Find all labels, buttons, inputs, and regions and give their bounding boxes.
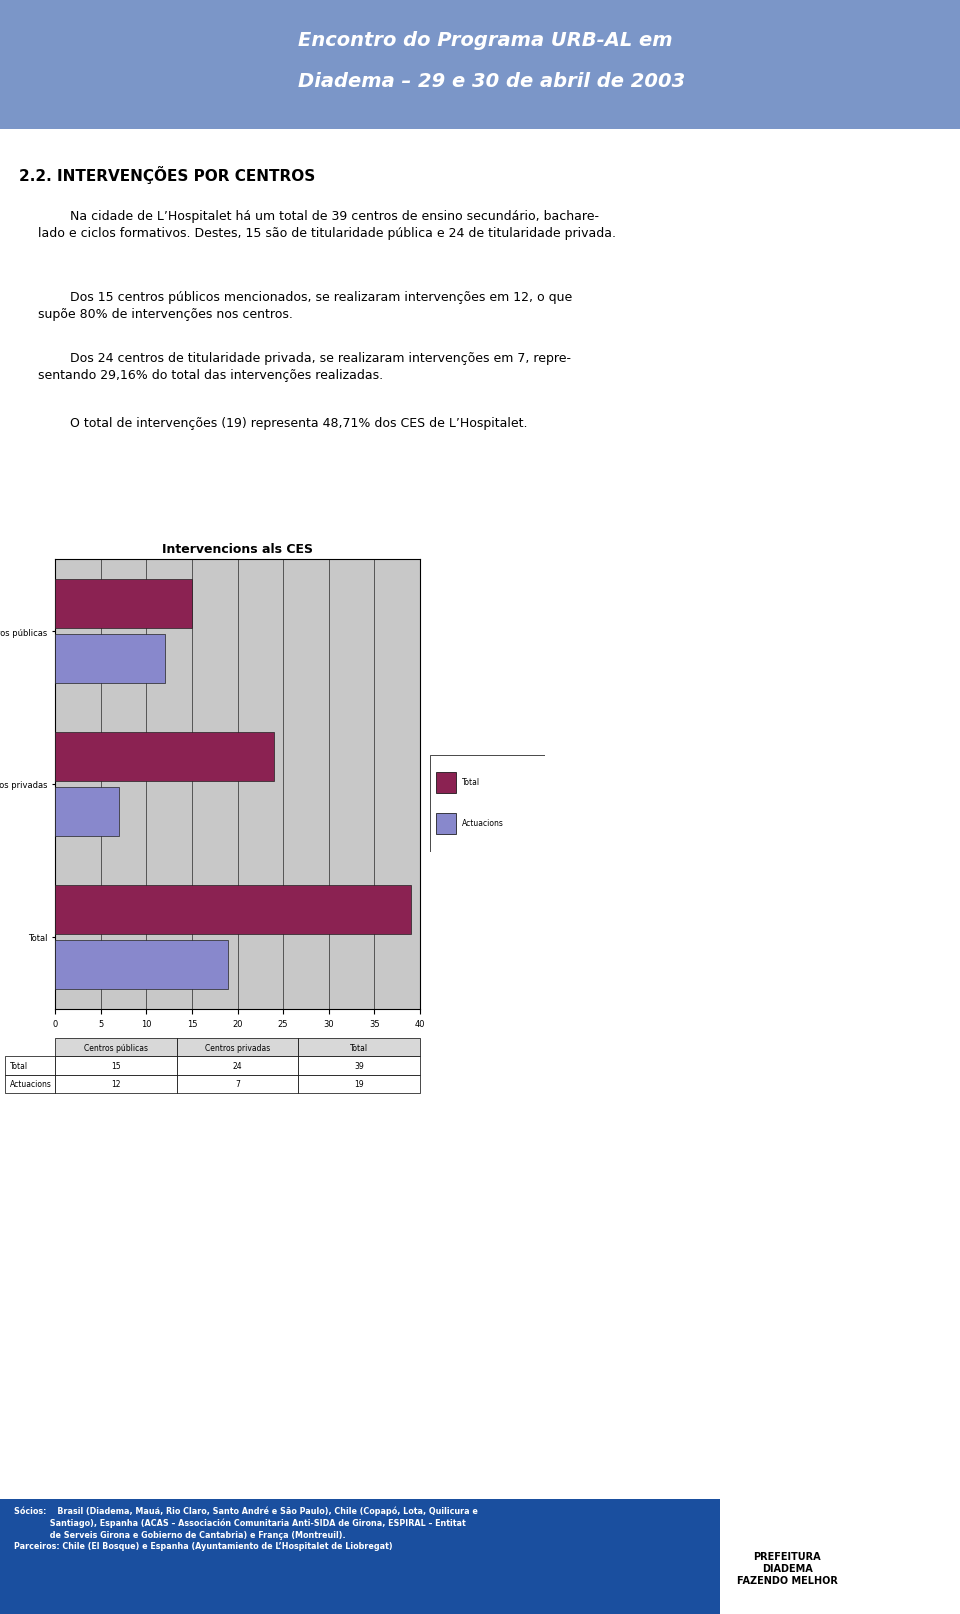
Text: -: - [74, 47, 80, 65]
Text: URB: URB [29, 47, 67, 65]
Text: ★: ★ [99, 84, 108, 94]
Text: PREFEITURA
DIADEMA
FAZENDO MELHOR: PREFEITURA DIADEMA FAZENDO MELHOR [736, 1551, 838, 1585]
Text: Diadema – 29 e 30 de abril de 2003: Diadema – 29 e 30 de abril de 2003 [298, 71, 684, 90]
Bar [55, 788, 119, 836]
Text: Sócios:    Brasil (Diadema, Mauá, Rio Claro, Santo André e São Paulo), Chile (Co: Sócios: Brasil (Diadema, Mauá, Rio Claro… [14, 1506, 478, 1549]
Text: Actuacions: Actuacions [463, 818, 504, 828]
Text: ★: ★ [118, 71, 129, 81]
Bar [55, 579, 192, 629]
Text: ★: ★ [45, 24, 55, 34]
Text: ★: ★ [72, 19, 82, 29]
Text: ★: ★ [45, 84, 55, 94]
Text: ★: ★ [18, 53, 28, 65]
Text: O total de intervenções (19) representa 48,71% dos CES de L’Hospitalet.: O total de intervenções (19) representa … [38, 416, 528, 429]
Text: Encontro do Programa URB-AL em: Encontro do Programa URB-AL em [298, 31, 672, 50]
Text: ★: ★ [118, 37, 129, 47]
Bar [55, 733, 274, 781]
Text: ★: ★ [25, 37, 36, 47]
Text: Dos 15 centros públicos mencionados, se realizaram intervenções em 12, o que
sup: Dos 15 centros públicos mencionados, se … [38, 291, 573, 321]
Text: 1º: 1º [215, 45, 265, 84]
Bar [436, 773, 457, 794]
Text: 2.2. INTERVENÇÕES POR CENTROS: 2.2. INTERVENÇÕES POR CENTROS [19, 166, 316, 184]
Text: Na cidade de L’Hospitalet há um total de 39 centros de ensino secundário, bachar: Na cidade de L’Hospitalet há um total de… [38, 210, 616, 240]
Text: ★: ★ [25, 71, 36, 81]
Text: AL: AL [94, 47, 117, 65]
Text: Dos 24 centros de titularidade privada, se realizaram intervenções em 7, repre-
: Dos 24 centros de titularidade privada, … [38, 352, 571, 383]
Bar [55, 634, 164, 684]
Bar [55, 884, 411, 935]
Text: EUROPA - AMÉRICA LATINA: EUROPA - AMÉRICA LATINA [35, 81, 119, 86]
Text: ★: ★ [72, 89, 82, 98]
Text: ★: ★ [126, 53, 135, 65]
Bar [55, 939, 228, 989]
Text: ★: ★ [99, 24, 108, 34]
Text: Total: Total [463, 778, 480, 786]
Title: Intervencions als CES: Intervencions als CES [162, 542, 313, 555]
Bar [436, 813, 457, 834]
